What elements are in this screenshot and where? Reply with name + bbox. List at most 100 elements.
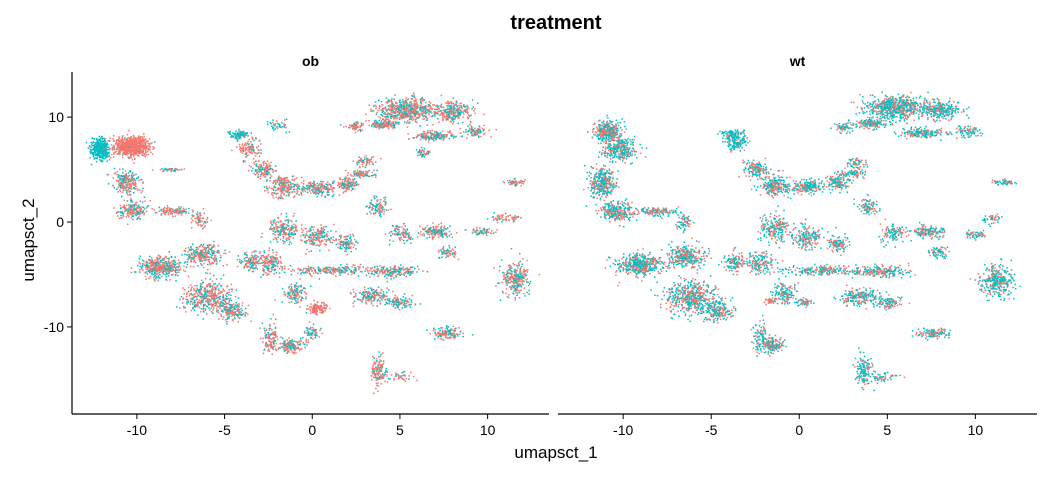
cell-point	[304, 190, 307, 193]
cell-point	[283, 240, 285, 243]
cell-point	[197, 224, 200, 226]
cell-point	[230, 312, 232, 314]
cell-point	[317, 268, 320, 270]
cell-point	[296, 190, 298, 192]
cell-point	[130, 136, 132, 138]
cell-point	[104, 152, 106, 154]
cell-point	[218, 318, 220, 320]
cell-point	[119, 152, 121, 154]
cell-point	[137, 264, 139, 267]
cell-point	[208, 307, 210, 309]
cell-point	[91, 153, 94, 155]
cell-point	[130, 199, 132, 201]
cell-point	[263, 250, 265, 252]
cell-point	[193, 305, 196, 308]
cell-point	[200, 225, 202, 228]
cell-point	[190, 249, 192, 251]
cell-point	[354, 185, 356, 187]
cell-point	[238, 303, 241, 305]
cell-point	[196, 292, 198, 294]
cell-point	[224, 301, 227, 303]
cell-point	[174, 261, 176, 263]
cell-point	[190, 289, 193, 291]
cell-point	[315, 244, 317, 247]
cell-point	[289, 227, 292, 229]
cell-point	[209, 300, 212, 303]
cell-point	[307, 265, 310, 268]
cell-point	[105, 155, 107, 157]
cell-point	[266, 189, 268, 191]
cell-point	[258, 140, 260, 142]
cell-point	[144, 138, 147, 140]
cell-point	[274, 186, 276, 189]
cell-point	[327, 181, 329, 183]
cell-point	[200, 286, 202, 288]
cell-point	[323, 236, 326, 238]
cell-point	[139, 200, 141, 202]
cell-point	[337, 246, 339, 249]
cell-point	[412, 270, 414, 273]
cell-point	[309, 242, 311, 245]
cell-point	[227, 302, 229, 305]
cell-point	[130, 180, 133, 182]
cell-point	[347, 184, 350, 187]
cell-point	[224, 297, 227, 300]
cell-point	[156, 259, 158, 261]
cell-point	[170, 265, 173, 267]
cell-point	[131, 215, 134, 217]
cell-point	[99, 140, 101, 142]
cell-point	[142, 139, 144, 142]
cell-point	[126, 213, 129, 215]
cell-point	[182, 269, 185, 271]
cell-point	[196, 284, 198, 287]
cell-point	[275, 183, 277, 185]
cell-point	[156, 256, 158, 259]
cell-point	[312, 228, 315, 231]
cell-point	[269, 267, 271, 270]
cell-point	[283, 193, 285, 196]
cell-point	[92, 152, 95, 155]
cell-point	[125, 189, 127, 191]
cell-point	[313, 192, 315, 194]
cell-point	[117, 138, 120, 141]
cell-point	[240, 311, 243, 314]
cell-point	[136, 207, 139, 209]
cell-point	[244, 142, 247, 144]
cell-point	[265, 257, 268, 259]
cell-point	[152, 263, 154, 265]
cell-point	[301, 239, 303, 242]
cell-point	[342, 271, 344, 274]
cell-point	[203, 288, 206, 290]
cell-point	[212, 309, 214, 311]
cell-point	[359, 263, 362, 266]
cell-point	[285, 216, 288, 218]
cell-point	[120, 178, 122, 180]
cell-point	[202, 306, 205, 308]
cell-point	[124, 170, 127, 172]
cell-point	[248, 269, 250, 272]
cell-point	[130, 188, 133, 190]
cell-point	[226, 321, 228, 323]
cell-point	[204, 291, 207, 294]
cell-point	[224, 294, 227, 296]
cell-point	[276, 227, 279, 229]
cell-point	[113, 147, 115, 149]
cell-point	[94, 150, 97, 152]
cell-point	[116, 170, 119, 173]
cell-point	[234, 308, 236, 311]
cell-point	[280, 265, 282, 268]
cell-point	[189, 284, 192, 286]
cell-point	[174, 269, 177, 272]
cell-point	[238, 311, 240, 313]
cell-point	[112, 138, 114, 140]
cell-point	[215, 309, 218, 311]
cell-point	[258, 149, 260, 152]
cell-point	[99, 149, 102, 151]
cell-point	[121, 156, 124, 159]
cell-point	[288, 236, 290, 238]
cell-point	[297, 272, 299, 274]
cell-point	[294, 191, 296, 193]
cell-point	[292, 191, 294, 193]
cell-point	[143, 135, 145, 138]
cell-point	[292, 196, 295, 199]
